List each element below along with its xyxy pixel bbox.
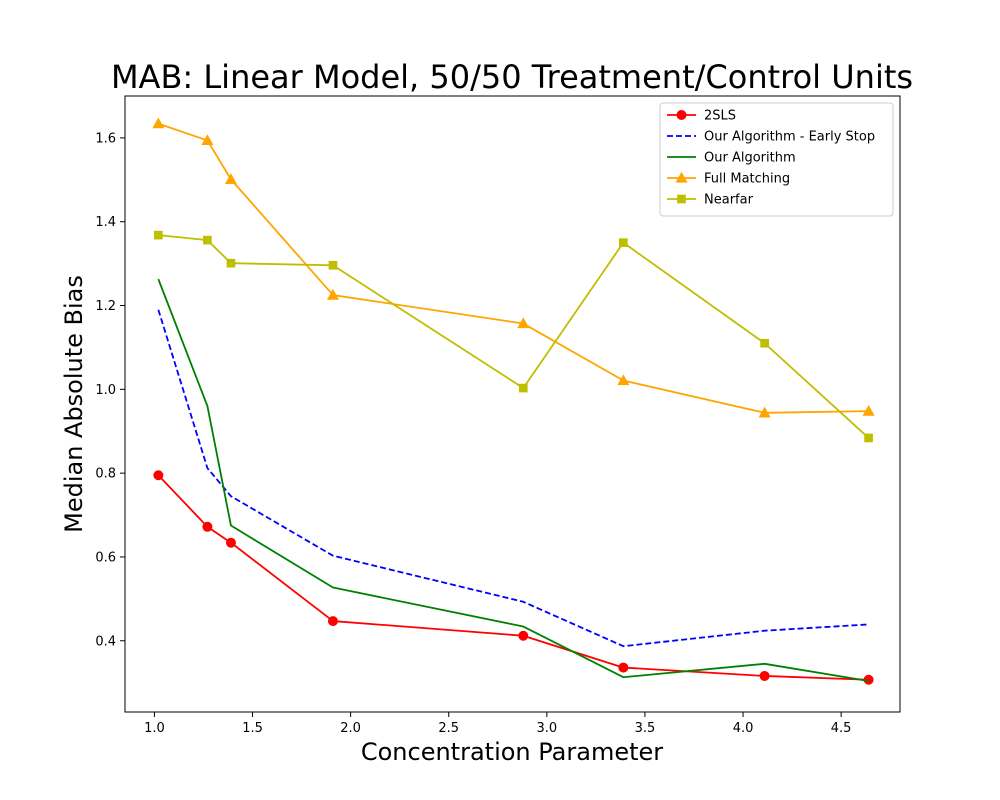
series-layer: [152, 117, 875, 685]
data-point: [225, 537, 236, 548]
legend-item: Our Algorithm: [667, 151, 796, 166]
chart-title: MAB: Linear Model, 50/50 Treatment/Contr…: [111, 58, 913, 96]
y-tick-label: 1.6: [95, 131, 116, 146]
data-point: [202, 521, 213, 532]
data-point: [328, 260, 338, 270]
series-line: [157, 278, 869, 682]
plot-frame: [124, 95, 901, 713]
y-tick-label: 1.4: [95, 215, 116, 230]
legend-label: Our Algorithm: [704, 151, 796, 166]
data-point: [759, 670, 770, 681]
series-2sls: [153, 470, 874, 685]
x-axis: 1.0 1.5 2.0 2.5 3.0 3.5 4.0 4.5: [144, 712, 851, 736]
x-tick-label: 1.5: [242, 721, 263, 736]
y-tick-label: 0.6: [95, 550, 116, 565]
legend-item: Nearfar: [667, 193, 754, 208]
data-point: [760, 338, 769, 348]
x-tick-label: 1.0: [144, 721, 165, 736]
data-point: [201, 134, 214, 146]
x-tick-label: 2.0: [340, 721, 361, 736]
data-point: [864, 433, 873, 443]
y-tick-label: 1.2: [95, 299, 116, 314]
legend-label: 2SLS: [704, 109, 736, 124]
y-axis: 0.4 0.6 0.8 1.0 1.2 1.4 1.6: [95, 131, 125, 649]
data-point: [758, 406, 771, 418]
data-point: [153, 470, 164, 481]
x-tick-label: 4.5: [831, 721, 852, 736]
series-our-algorithm: [157, 278, 869, 682]
x-tick-label: 3.5: [635, 721, 656, 736]
data-point: [326, 288, 339, 300]
y-tick-label: 1.0: [95, 383, 116, 398]
data-point: [226, 258, 236, 268]
x-tick-label: 4.0: [733, 721, 754, 736]
legend-label: Full Matching: [704, 172, 790, 187]
data-point: [619, 238, 628, 247]
data-point: [518, 630, 529, 641]
data-point: [327, 616, 338, 627]
legend-label: Nearfar: [704, 193, 754, 208]
series-full-matching: [152, 117, 875, 418]
y-axis-title: Median Absolute Bias: [60, 275, 88, 533]
data-point: [224, 173, 237, 185]
series-nearfar: [154, 230, 873, 443]
legend-item: 2SLS: [667, 109, 736, 124]
x-tick-label: 3.0: [536, 721, 557, 736]
series-line: [157, 309, 869, 648]
legend-marker: [675, 171, 688, 183]
legend-item: Full Matching: [667, 172, 790, 187]
data-point: [618, 662, 629, 673]
x-axis-title: Concentration Parameter: [361, 738, 663, 766]
data-point: [152, 117, 165, 129]
data-point: [203, 235, 212, 245]
data-point: [862, 404, 875, 416]
data-point: [518, 383, 528, 393]
legend-marker: [677, 194, 686, 204]
x-tick-label: 2.5: [438, 721, 459, 736]
series-line: [158, 122, 869, 414]
legend-marker: [676, 110, 687, 120]
legend: 2SLS Our Algorithm - Early Stop Our Algori…: [659, 102, 894, 217]
data-point: [617, 374, 630, 386]
y-tick-label: 0.4: [95, 634, 116, 649]
data-point: [517, 317, 530, 329]
series-our-algorithm-early-stop: [157, 309, 869, 648]
data-point: [154, 230, 163, 240]
legend-item: Our Algorithm - Early Stop: [667, 130, 875, 145]
legend-box: [659, 102, 894, 217]
legend-label: Our Algorithm - Early Stop: [704, 130, 875, 145]
y-tick-label: 0.8: [95, 467, 116, 482]
